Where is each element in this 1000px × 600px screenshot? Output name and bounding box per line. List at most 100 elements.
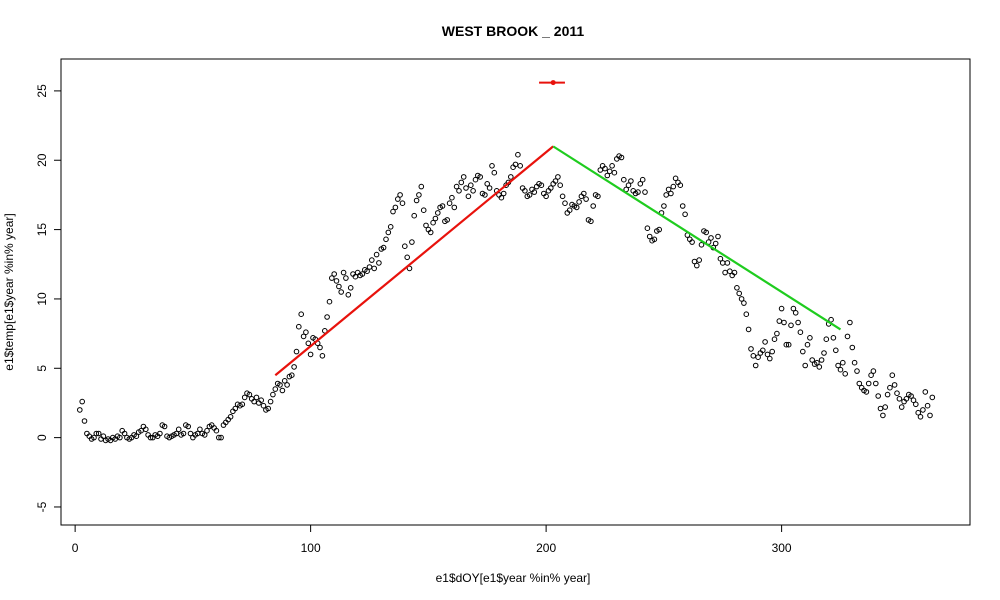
x-axis: 0 100 200 300: [72, 524, 792, 555]
y-tick-label: 25: [35, 84, 49, 98]
data-point: [345, 292, 352, 298]
data-point: [821, 350, 827, 356]
data-point: [491, 169, 498, 176]
data-point: [837, 366, 844, 373]
data-point: [583, 196, 589, 202]
data-point: [482, 192, 488, 198]
data-point: [719, 260, 726, 266]
data-point: [95, 430, 102, 437]
x-tick-label: 300: [772, 541, 792, 555]
data-point: [522, 188, 528, 194]
data-point: [161, 423, 168, 430]
data-point: [317, 344, 323, 351]
data-point: [463, 185, 469, 191]
data-point: [639, 176, 646, 183]
data-point: [435, 210, 441, 216]
data-point: [303, 329, 309, 336]
data-point: [293, 348, 300, 355]
data-point: [143, 426, 149, 433]
data-point: [470, 188, 476, 194]
data-point: [538, 182, 545, 188]
data-point: [816, 364, 823, 370]
x-tick-label: 100: [301, 541, 321, 555]
plot-frame: [60, 58, 971, 526]
data-point: [762, 339, 768, 345]
data-point: [451, 204, 458, 211]
data-point: [769, 348, 776, 355]
data-point: [694, 262, 700, 269]
data-point: [484, 181, 491, 187]
data-point: [500, 190, 507, 197]
data-point: [891, 382, 898, 388]
data-point: [402, 243, 408, 249]
data-point: [265, 405, 272, 412]
data-point: [724, 260, 731, 266]
data-point: [851, 359, 858, 366]
data-point: [277, 382, 283, 388]
data-point: [489, 163, 495, 169]
data-point: [77, 407, 83, 413]
data-point: [922, 389, 929, 395]
data-point: [387, 224, 394, 230]
data-point: [548, 185, 554, 191]
data-point: [418, 183, 425, 190]
data-point: [300, 333, 307, 340]
data-point: [741, 300, 747, 306]
data-point: [734, 285, 740, 291]
data-point: [449, 194, 455, 201]
data-point: [795, 319, 801, 326]
y-tick-label: 15: [35, 223, 49, 237]
data-point: [783, 341, 790, 348]
data-point: [93, 430, 100, 437]
data-point: [324, 314, 330, 320]
data-point: [715, 233, 721, 240]
data-point: [760, 347, 766, 354]
data-point: [635, 189, 641, 195]
data-point: [453, 183, 460, 190]
data-point: [877, 405, 884, 412]
y-axis-label: e1$temp[e1$year %in% year]: [2, 213, 16, 370]
data-point: [774, 330, 780, 337]
data-point: [750, 353, 757, 359]
data-point: [915, 409, 922, 416]
data-point: [818, 357, 825, 363]
data-point: [239, 401, 246, 408]
data-point: [590, 203, 597, 209]
data-point: [253, 394, 260, 401]
data-point: [392, 204, 399, 211]
data-point: [515, 151, 521, 158]
data-point: [778, 305, 785, 312]
y-tick-label: 20: [35, 153, 49, 167]
data-point: [814, 359, 820, 366]
data-point: [336, 283, 342, 290]
data-point: [668, 190, 674, 197]
data-point: [833, 347, 839, 354]
data-point: [698, 242, 705, 248]
data-point: [856, 380, 863, 387]
data-point: [305, 340, 312, 347]
data-point: [708, 235, 714, 241]
data-point: [133, 433, 140, 440]
data-point: [823, 336, 830, 343]
data-point: [157, 430, 163, 437]
data-point: [562, 200, 568, 206]
data-point: [559, 193, 566, 200]
data-point: [201, 432, 208, 438]
data-point: [411, 212, 418, 219]
data-point: [665, 186, 672, 193]
data-point: [661, 203, 667, 209]
data-point: [508, 174, 514, 180]
data-point: [670, 183, 677, 190]
data-point: [395, 196, 401, 202]
data-point: [882, 404, 889, 410]
data-point: [644, 225, 651, 231]
data-point: [91, 434, 97, 441]
data-point: [748, 346, 754, 352]
data-point: [343, 275, 349, 281]
data-point: [326, 298, 333, 305]
data-point: [828, 316, 834, 323]
data-point: [359, 271, 366, 277]
data-point: [291, 364, 297, 370]
data-point: [581, 190, 587, 197]
data-point: [444, 217, 451, 223]
